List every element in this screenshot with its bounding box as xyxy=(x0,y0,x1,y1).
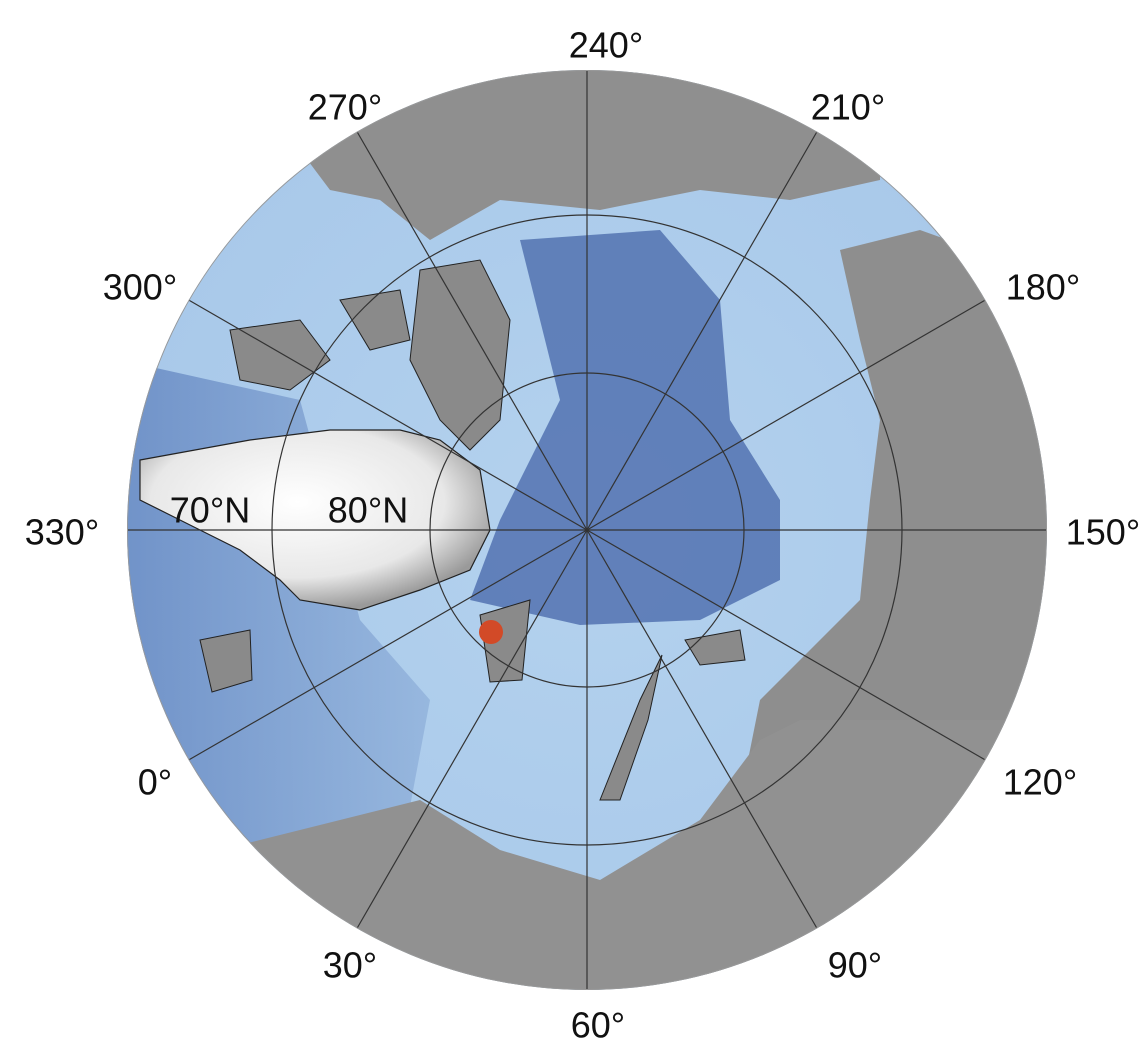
longitude-label: 210° xyxy=(811,87,885,128)
longitude-label: 0° xyxy=(138,762,172,803)
site-marker xyxy=(479,620,503,644)
latitude-label: 70°N xyxy=(170,490,250,531)
page: 240° 270° 210° 300° 180° 330° 150° 0° 12… xyxy=(0,0,1144,1038)
longitude-label: 90° xyxy=(828,945,882,986)
map: 240° 270° 210° 300° 180° 330° 150° 0° 12… xyxy=(0,0,1144,1038)
longitude-label: 150° xyxy=(1066,512,1140,553)
longitude-label: 330° xyxy=(25,512,99,553)
longitude-label: 300° xyxy=(103,267,177,308)
longitude-label: 30° xyxy=(323,945,377,986)
latitude-label: 80°N xyxy=(328,490,408,531)
longitude-label: 60° xyxy=(571,1005,625,1038)
longitude-label: 180° xyxy=(1006,267,1080,308)
map-disc xyxy=(120,60,1060,1038)
longitude-label: 270° xyxy=(308,87,382,128)
longitude-label: 120° xyxy=(1003,762,1077,803)
longitude-label: 240° xyxy=(569,25,643,66)
